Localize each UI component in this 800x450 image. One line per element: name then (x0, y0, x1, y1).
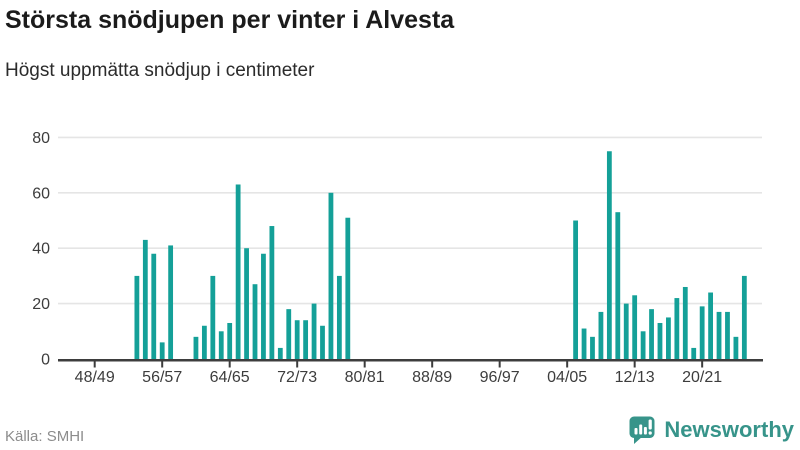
bar (598, 311, 604, 359)
bar (303, 320, 309, 359)
bar (623, 303, 629, 359)
bar (159, 342, 165, 359)
bar (615, 212, 621, 359)
x-axis-tick-label: 96/97 (480, 369, 520, 386)
bar (581, 328, 587, 359)
bar (573, 220, 579, 359)
bar (657, 322, 663, 359)
bar (725, 311, 730, 359)
bar (328, 192, 334, 359)
y-axis-tick-label: 80 (32, 130, 50, 147)
x-axis-tick-label: 48/49 (75, 369, 115, 386)
y-axis-tick-label: 40 (32, 241, 50, 258)
bar (674, 298, 680, 359)
y-axis-tick-label: 60 (32, 185, 50, 202)
bar (320, 325, 325, 359)
bar (311, 303, 317, 359)
x-axis-tick-label: 72/73 (277, 369, 317, 386)
bar (201, 325, 207, 359)
y-axis-tick-label: 20 (32, 296, 50, 313)
bar (142, 239, 148, 359)
bar (632, 295, 638, 359)
bar (269, 226, 275, 359)
bar (649, 309, 654, 359)
bar (277, 347, 283, 359)
bar (218, 331, 224, 359)
newsworthy-logo-icon (629, 416, 655, 444)
bar (741, 275, 747, 359)
chart-subtitle: Högst uppmätta snödjup i centimeter (5, 60, 315, 81)
bar (733, 336, 739, 359)
bar (134, 275, 140, 359)
bar (252, 284, 258, 359)
bar (235, 184, 241, 359)
x-axis-tick-label: 64/65 (210, 369, 250, 386)
bar (590, 336, 595, 359)
x-axis-tick-label: 80/81 (345, 369, 385, 386)
bar (666, 317, 671, 359)
bar (336, 275, 342, 359)
newsworthy-logo: Newsworthy (627, 414, 794, 445)
bar (682, 286, 688, 359)
bar (708, 292, 714, 359)
bar (691, 347, 697, 359)
bar (168, 245, 174, 359)
x-axis-tick-label: 12/13 (615, 369, 655, 386)
chart-title: Största snödjupen per vinter i Alvesta (5, 6, 455, 34)
y-axis-tick-label: 0 (41, 352, 50, 369)
x-axis-tick-label: 88/89 (412, 369, 452, 386)
bar (261, 253, 266, 359)
x-axis-tick-label: 56/57 (142, 369, 182, 386)
bar (227, 322, 233, 359)
bar (606, 151, 612, 359)
bar (244, 248, 249, 359)
x-axis-tick-label: 04/05 (547, 369, 587, 386)
bar (210, 275, 216, 359)
bar (699, 306, 705, 359)
bar (286, 309, 292, 359)
bar (345, 217, 351, 359)
bar (294, 320, 300, 359)
bar (640, 331, 646, 359)
bar (151, 253, 157, 359)
x-axis-tick-label: 20/21 (682, 369, 722, 386)
source-label: Källa: SMHI (5, 428, 85, 445)
bar (193, 336, 199, 359)
newsworthy-logo-text: Newsworthy (664, 416, 794, 442)
bar (716, 311, 722, 359)
